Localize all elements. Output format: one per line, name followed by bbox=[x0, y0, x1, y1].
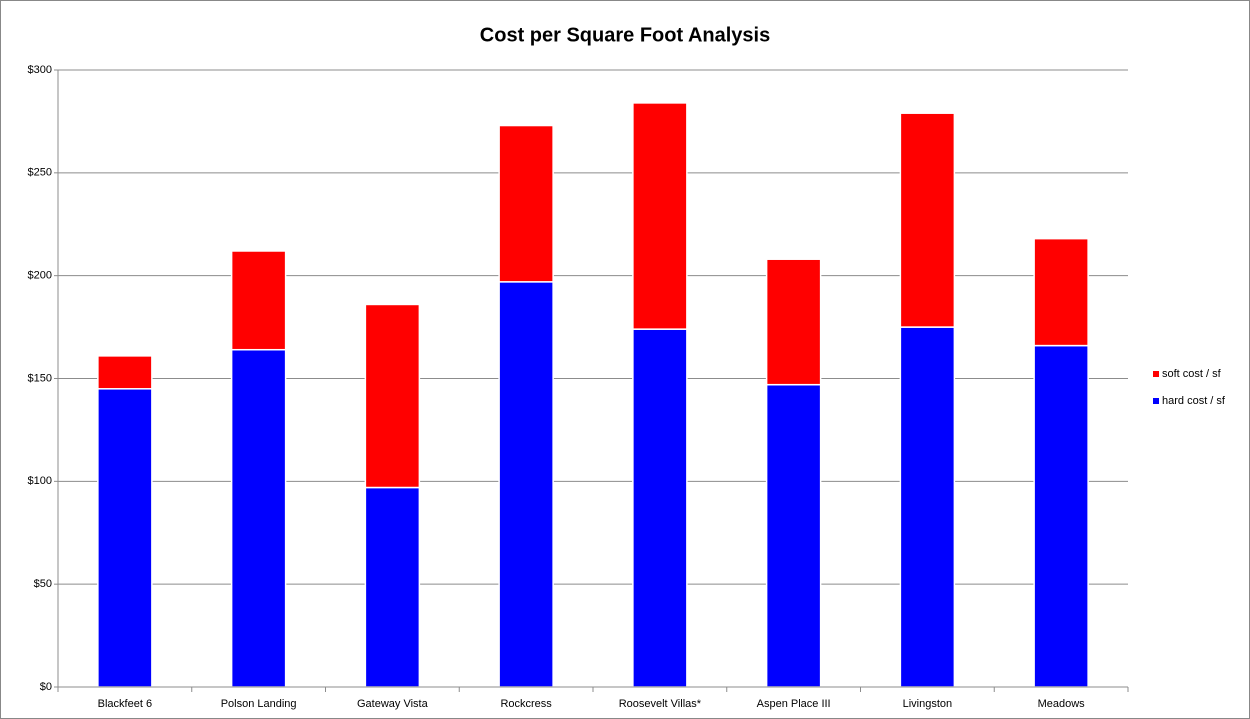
bar-segment bbox=[899, 112, 956, 328]
y-tick-label: $0 bbox=[40, 681, 52, 693]
bar-segment bbox=[364, 486, 421, 688]
bar-segment bbox=[364, 303, 421, 489]
bar-segment bbox=[1033, 344, 1089, 688]
bar-segment bbox=[230, 250, 287, 351]
x-tick-label: Polson Landing bbox=[221, 698, 297, 710]
x-tick-label: Gateway Vista bbox=[357, 698, 429, 710]
y-tick-label: $200 bbox=[28, 270, 52, 282]
bar-segment bbox=[765, 258, 822, 386]
bar-segment bbox=[1033, 237, 1089, 347]
legend-swatch bbox=[1153, 398, 1159, 404]
y-tick-label: $250 bbox=[28, 167, 52, 179]
bar-segment bbox=[632, 328, 688, 688]
bar-segment bbox=[765, 383, 822, 688]
x-tick-label: Roosevelt Villas* bbox=[619, 698, 702, 710]
bar-segment bbox=[97, 355, 153, 390]
y-tick-label: $50 bbox=[34, 578, 52, 590]
x-tick-label: Rockcress bbox=[500, 698, 552, 710]
x-tick-label: Meadows bbox=[1038, 698, 1086, 710]
y-tick-label: $100 bbox=[28, 475, 52, 487]
x-tick-label: Aspen Place III bbox=[757, 698, 831, 710]
bar-segment bbox=[632, 102, 688, 330]
bar-segment bbox=[498, 124, 554, 283]
chart-title: Cost per Square Foot Analysis bbox=[480, 24, 770, 46]
x-tick-label: Livingston bbox=[903, 698, 953, 710]
bar-segment bbox=[498, 281, 554, 688]
bar-segment bbox=[97, 388, 153, 688]
bar-segment bbox=[230, 348, 287, 688]
x-tick-label: Blackfeet 6 bbox=[98, 698, 152, 710]
legend-label: hard cost / sf bbox=[1162, 395, 1226, 407]
legend-label: soft cost / sf bbox=[1162, 368, 1222, 380]
y-tick-label: $300 bbox=[28, 64, 52, 76]
y-tick-label: $150 bbox=[28, 372, 52, 384]
legend-swatch bbox=[1153, 371, 1159, 377]
bar-segment bbox=[899, 326, 956, 688]
